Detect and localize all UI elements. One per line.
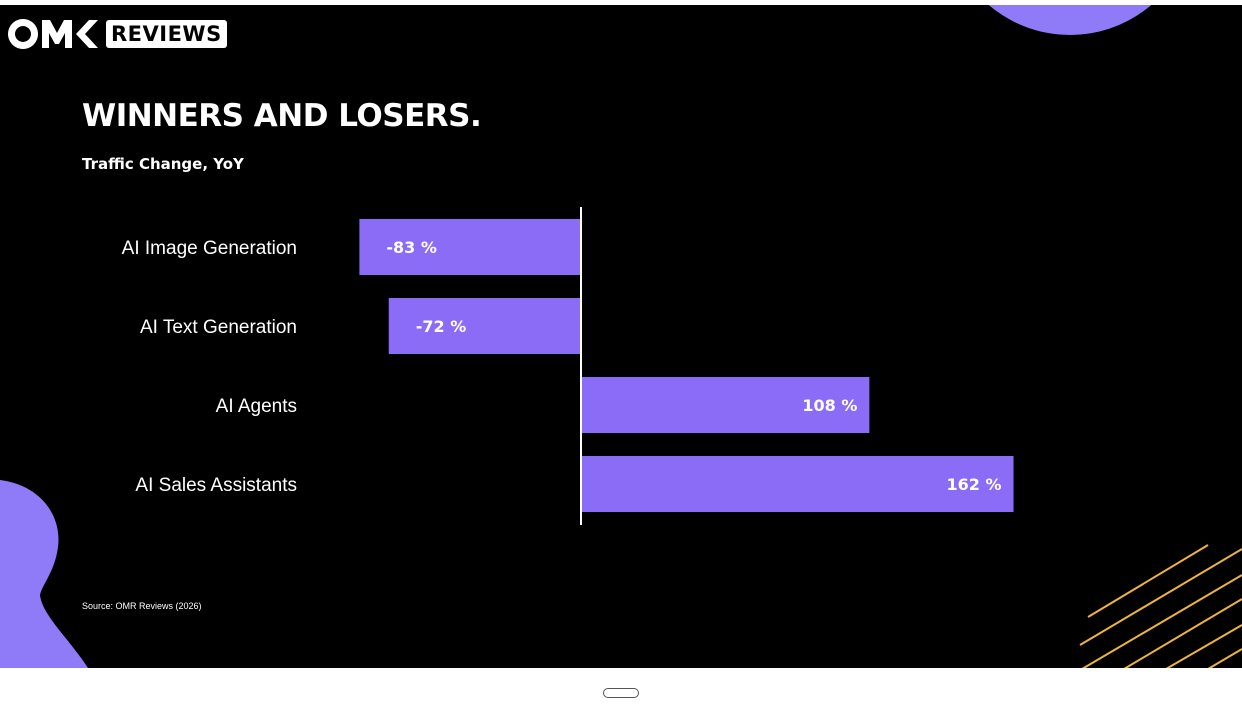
category-label: AI Text Generation	[140, 317, 297, 338]
value-label: -72 %	[416, 317, 467, 336]
value-label: 162 %	[947, 475, 1002, 494]
diagonal-line	[1087, 544, 1209, 618]
diagonal-lines-decoration	[1079, 544, 1242, 668]
slide: REVIEWS WINNERS AND LOSERS. Traffic Chan…	[0, 5, 1242, 668]
diagonal-line	[1079, 548, 1242, 646]
bar-1	[388, 298, 581, 354]
logo-reviews-badge: REVIEWS	[106, 20, 227, 48]
page-title: WINNERS AND LOSERS.	[82, 98, 482, 134]
source-note: Source: OMR Reviews (2026)	[82, 601, 202, 611]
value-label: -83 %	[386, 238, 437, 257]
scroll-handle[interactable]	[603, 688, 639, 698]
diagonal-line	[1081, 574, 1242, 668]
diagonal-line	[1207, 648, 1242, 668]
category-label: AI Image Generation	[122, 238, 297, 259]
diagonal-line	[1123, 598, 1242, 668]
category-label: AI Agents	[216, 396, 297, 417]
ring-shape	[988, 5, 1152, 35]
page-subtitle: Traffic Change, YoY	[82, 155, 244, 173]
person-shape	[0, 480, 88, 668]
omr-reviews-logo: REVIEWS	[6, 17, 227, 51]
bar-chart: AI Image Generation -83 % AI Text Generati…	[122, 207, 1014, 525]
bar-3	[581, 456, 1014, 512]
bar-2	[581, 377, 870, 433]
value-label: 108 %	[802, 396, 857, 415]
ring-decoration	[988, 5, 1152, 35]
diagonal-line	[1165, 624, 1242, 668]
omr-logo-mark	[8, 19, 98, 49]
person-shape-decoration	[0, 480, 88, 668]
category-label: AI Sales Assistants	[135, 475, 297, 496]
bar-0	[359, 219, 581, 275]
